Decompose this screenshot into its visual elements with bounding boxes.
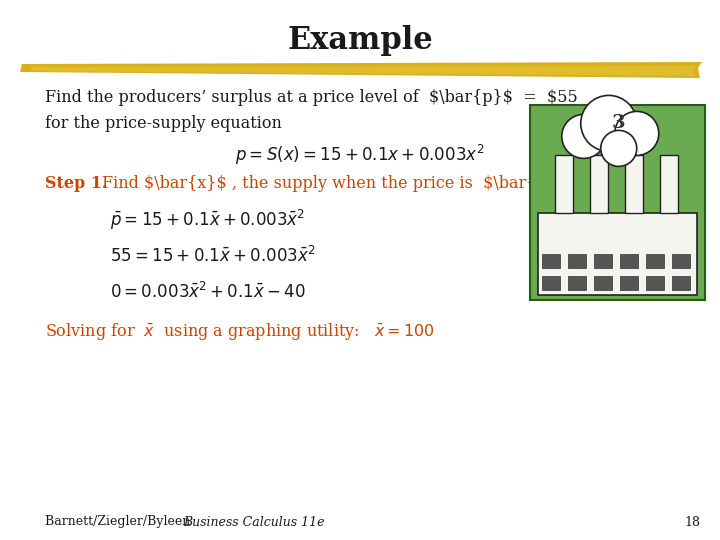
Bar bbox=[568, 276, 586, 290]
Text: for the price-supply equation: for the price-supply equation bbox=[45, 114, 282, 132]
Text: Find the producers’ surplus at a price level of  $\bar{p}$  =  $55: Find the producers’ surplus at a price l… bbox=[45, 89, 577, 105]
Polygon shape bbox=[20, 62, 702, 78]
Text: $p = S(x) = 15 + 0.1x + 0.003x^2$: $p = S(x) = 15 + 0.1x + 0.003x^2$ bbox=[235, 143, 485, 167]
Bar bbox=[542, 276, 560, 290]
Text: Example: Example bbox=[287, 24, 433, 56]
Bar bbox=[538, 213, 697, 295]
Bar bbox=[594, 254, 612, 268]
Bar bbox=[530, 105, 705, 300]
Circle shape bbox=[615, 111, 659, 156]
Text: Solving for  $\bar{x}$  using a graphing utility:   $\bar{x} = 100$: Solving for $\bar{x}$ using a graphing u… bbox=[45, 321, 435, 342]
Text: $0 = 0.003\bar{x}^{2} + 0.1\bar{x} - 40$: $0 = 0.003\bar{x}^{2} + 0.1\bar{x} - 40$ bbox=[110, 282, 305, 302]
Text: Step 1.: Step 1. bbox=[45, 176, 107, 192]
Bar bbox=[594, 276, 612, 290]
Bar bbox=[646, 254, 664, 268]
Text: 3: 3 bbox=[612, 114, 626, 132]
Bar bbox=[620, 276, 638, 290]
Bar bbox=[568, 254, 586, 268]
Circle shape bbox=[600, 130, 636, 166]
Text: 18: 18 bbox=[684, 516, 700, 529]
Text: Find $\bar{x}$ , the supply when the price is  $\bar{p}$  =  $55: Find $\bar{x}$ , the supply when the pri… bbox=[102, 176, 632, 192]
Bar bbox=[672, 254, 690, 268]
Bar bbox=[660, 154, 678, 213]
Bar bbox=[672, 276, 690, 290]
Bar bbox=[620, 254, 638, 268]
Bar bbox=[646, 276, 664, 290]
Text: $\bar{p} = 15 + 0.1\bar{x} + 0.003\bar{x}^{2}$: $\bar{p} = 15 + 0.1\bar{x} + 0.003\bar{x… bbox=[110, 208, 305, 232]
Text: Business Calculus 11e: Business Calculus 11e bbox=[183, 516, 325, 529]
Text: Barnett/Ziegler/Byleen: Barnett/Ziegler/Byleen bbox=[45, 516, 194, 529]
Bar bbox=[590, 154, 608, 213]
Circle shape bbox=[562, 114, 606, 158]
Bar bbox=[542, 254, 560, 268]
Circle shape bbox=[581, 96, 636, 151]
Bar bbox=[625, 154, 643, 213]
Polygon shape bbox=[30, 66, 697, 76]
Text: $55 = 15 + 0.1\bar{x} + 0.003\bar{x}^{2}$: $55 = 15 + 0.1\bar{x} + 0.003\bar{x}^{2}… bbox=[110, 246, 315, 266]
Bar bbox=[555, 154, 573, 213]
